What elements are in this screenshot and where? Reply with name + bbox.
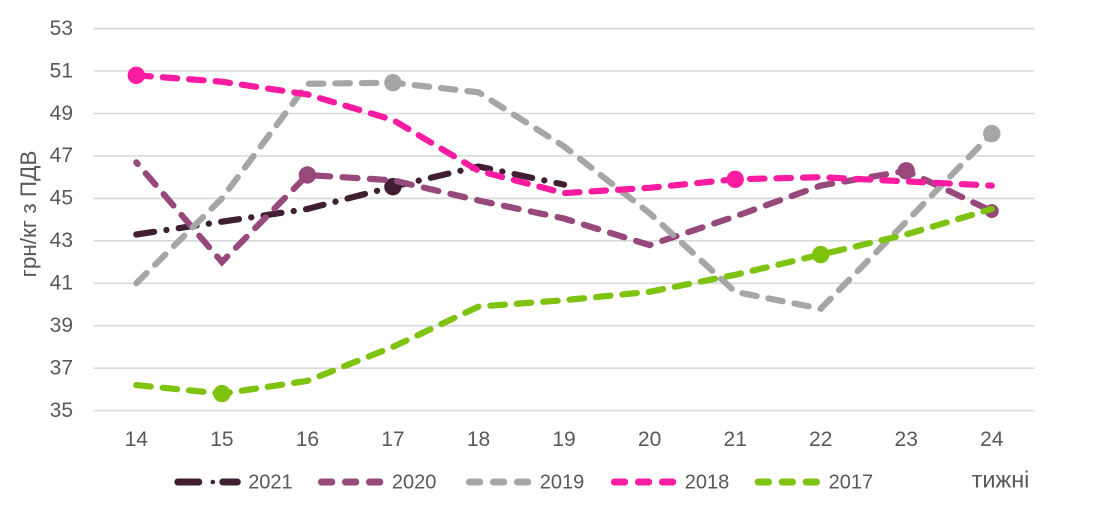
svg-text:17: 17 xyxy=(381,428,404,451)
svg-text:2018: 2018 xyxy=(685,472,730,494)
svg-text:20: 20 xyxy=(638,428,661,451)
svg-text:2021: 2021 xyxy=(248,472,293,494)
svg-text:47: 47 xyxy=(50,144,73,167)
svg-text:49: 49 xyxy=(50,102,73,125)
svg-text:39: 39 xyxy=(50,314,73,337)
svg-text:тижні: тижні xyxy=(972,467,1030,493)
svg-text:22: 22 xyxy=(809,428,832,451)
svg-text:43: 43 xyxy=(50,229,73,252)
svg-text:19: 19 xyxy=(552,428,575,451)
svg-text:2020: 2020 xyxy=(392,472,437,494)
svg-text:16: 16 xyxy=(296,428,319,451)
svg-text:2019: 2019 xyxy=(540,472,585,494)
svg-text:24: 24 xyxy=(980,428,1004,451)
svg-text:45: 45 xyxy=(50,187,73,210)
svg-text:грн/кг з ПДВ: грн/кг з ПДВ xyxy=(16,151,41,278)
svg-text:21: 21 xyxy=(724,428,747,451)
svg-text:35: 35 xyxy=(50,399,73,422)
svg-text:14: 14 xyxy=(125,428,149,451)
svg-text:37: 37 xyxy=(50,357,73,380)
svg-text:18: 18 xyxy=(467,428,490,451)
svg-text:2017: 2017 xyxy=(829,472,874,494)
svg-text:53: 53 xyxy=(50,17,73,40)
svg-text:51: 51 xyxy=(50,59,73,82)
svg-text:23: 23 xyxy=(895,428,918,451)
svg-text:15: 15 xyxy=(210,428,233,451)
svg-text:41: 41 xyxy=(50,272,73,295)
